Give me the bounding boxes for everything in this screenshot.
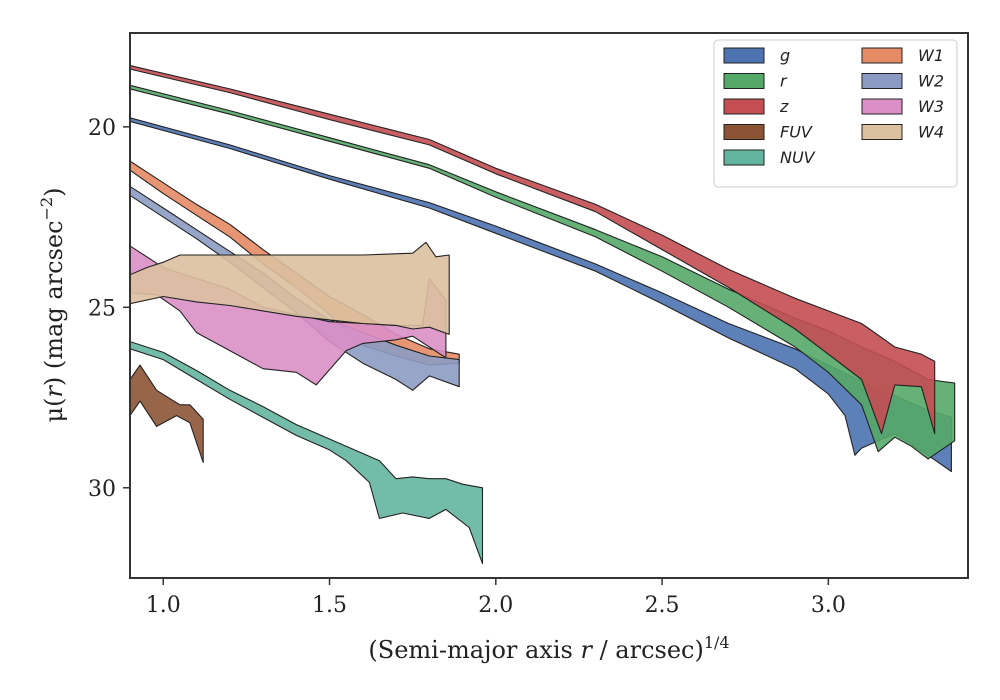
band-w4 <box>130 241 450 335</box>
legend-label-r: r <box>780 72 788 91</box>
legend-swatch-w3 <box>861 98 903 115</box>
legend: grz FUV NUV W1 W2 W3 W4 <box>713 39 958 188</box>
legend-swatch-w2 <box>861 73 903 89</box>
legend-label-w3: W3 <box>918 97 944 116</box>
x-tick-label: 1.0 <box>146 593 181 618</box>
x-tick-label: 2.5 <box>645 593 680 618</box>
x-tick-label: 2.0 <box>478 593 513 618</box>
y-axis-label: μ(r) (mag arcsec−2) <box>37 187 68 422</box>
y-tick-label: 30 <box>88 477 116 502</box>
legend-swatch-g <box>723 47 765 64</box>
legend-swatch-nuv <box>723 149 765 166</box>
legend-swatch-r <box>723 73 765 89</box>
y-tick-label: 20 <box>88 116 116 141</box>
legend-label-nuv: NUV <box>780 148 816 167</box>
y-axis: 20 25 30 <box>88 116 130 502</box>
x-axis-label: (Semi-major axis r / arcsec)1/4 <box>368 633 729 664</box>
y-tick-label: 25 <box>88 296 116 321</box>
legend-swatch-w4 <box>861 124 903 140</box>
legend-label-w2: W2 <box>918 72 944 91</box>
legend-swatch-z <box>723 98 765 115</box>
band-nuv <box>130 341 484 565</box>
band-z <box>130 64 936 435</box>
legend-label-w1: W1 <box>918 46 944 65</box>
plot-frame <box>129 32 969 579</box>
x-tick-label: 3.0 <box>811 593 846 618</box>
legend-label-z: z <box>779 97 789 116</box>
x-axis: 1.0 1.5 2.0 2.5 3.0 <box>146 578 846 618</box>
legend-swatch-w1 <box>861 47 903 64</box>
legend-label-w4: W4 <box>918 123 944 142</box>
x-tick-label: 1.5 <box>312 593 347 618</box>
band-fuv <box>130 364 204 464</box>
legend-label-g: g <box>780 46 790 65</box>
legend-label-fuv: FUV <box>780 123 813 142</box>
series-layer <box>130 64 956 565</box>
band-r <box>130 84 956 460</box>
legend-swatch-fuv <box>723 124 765 140</box>
